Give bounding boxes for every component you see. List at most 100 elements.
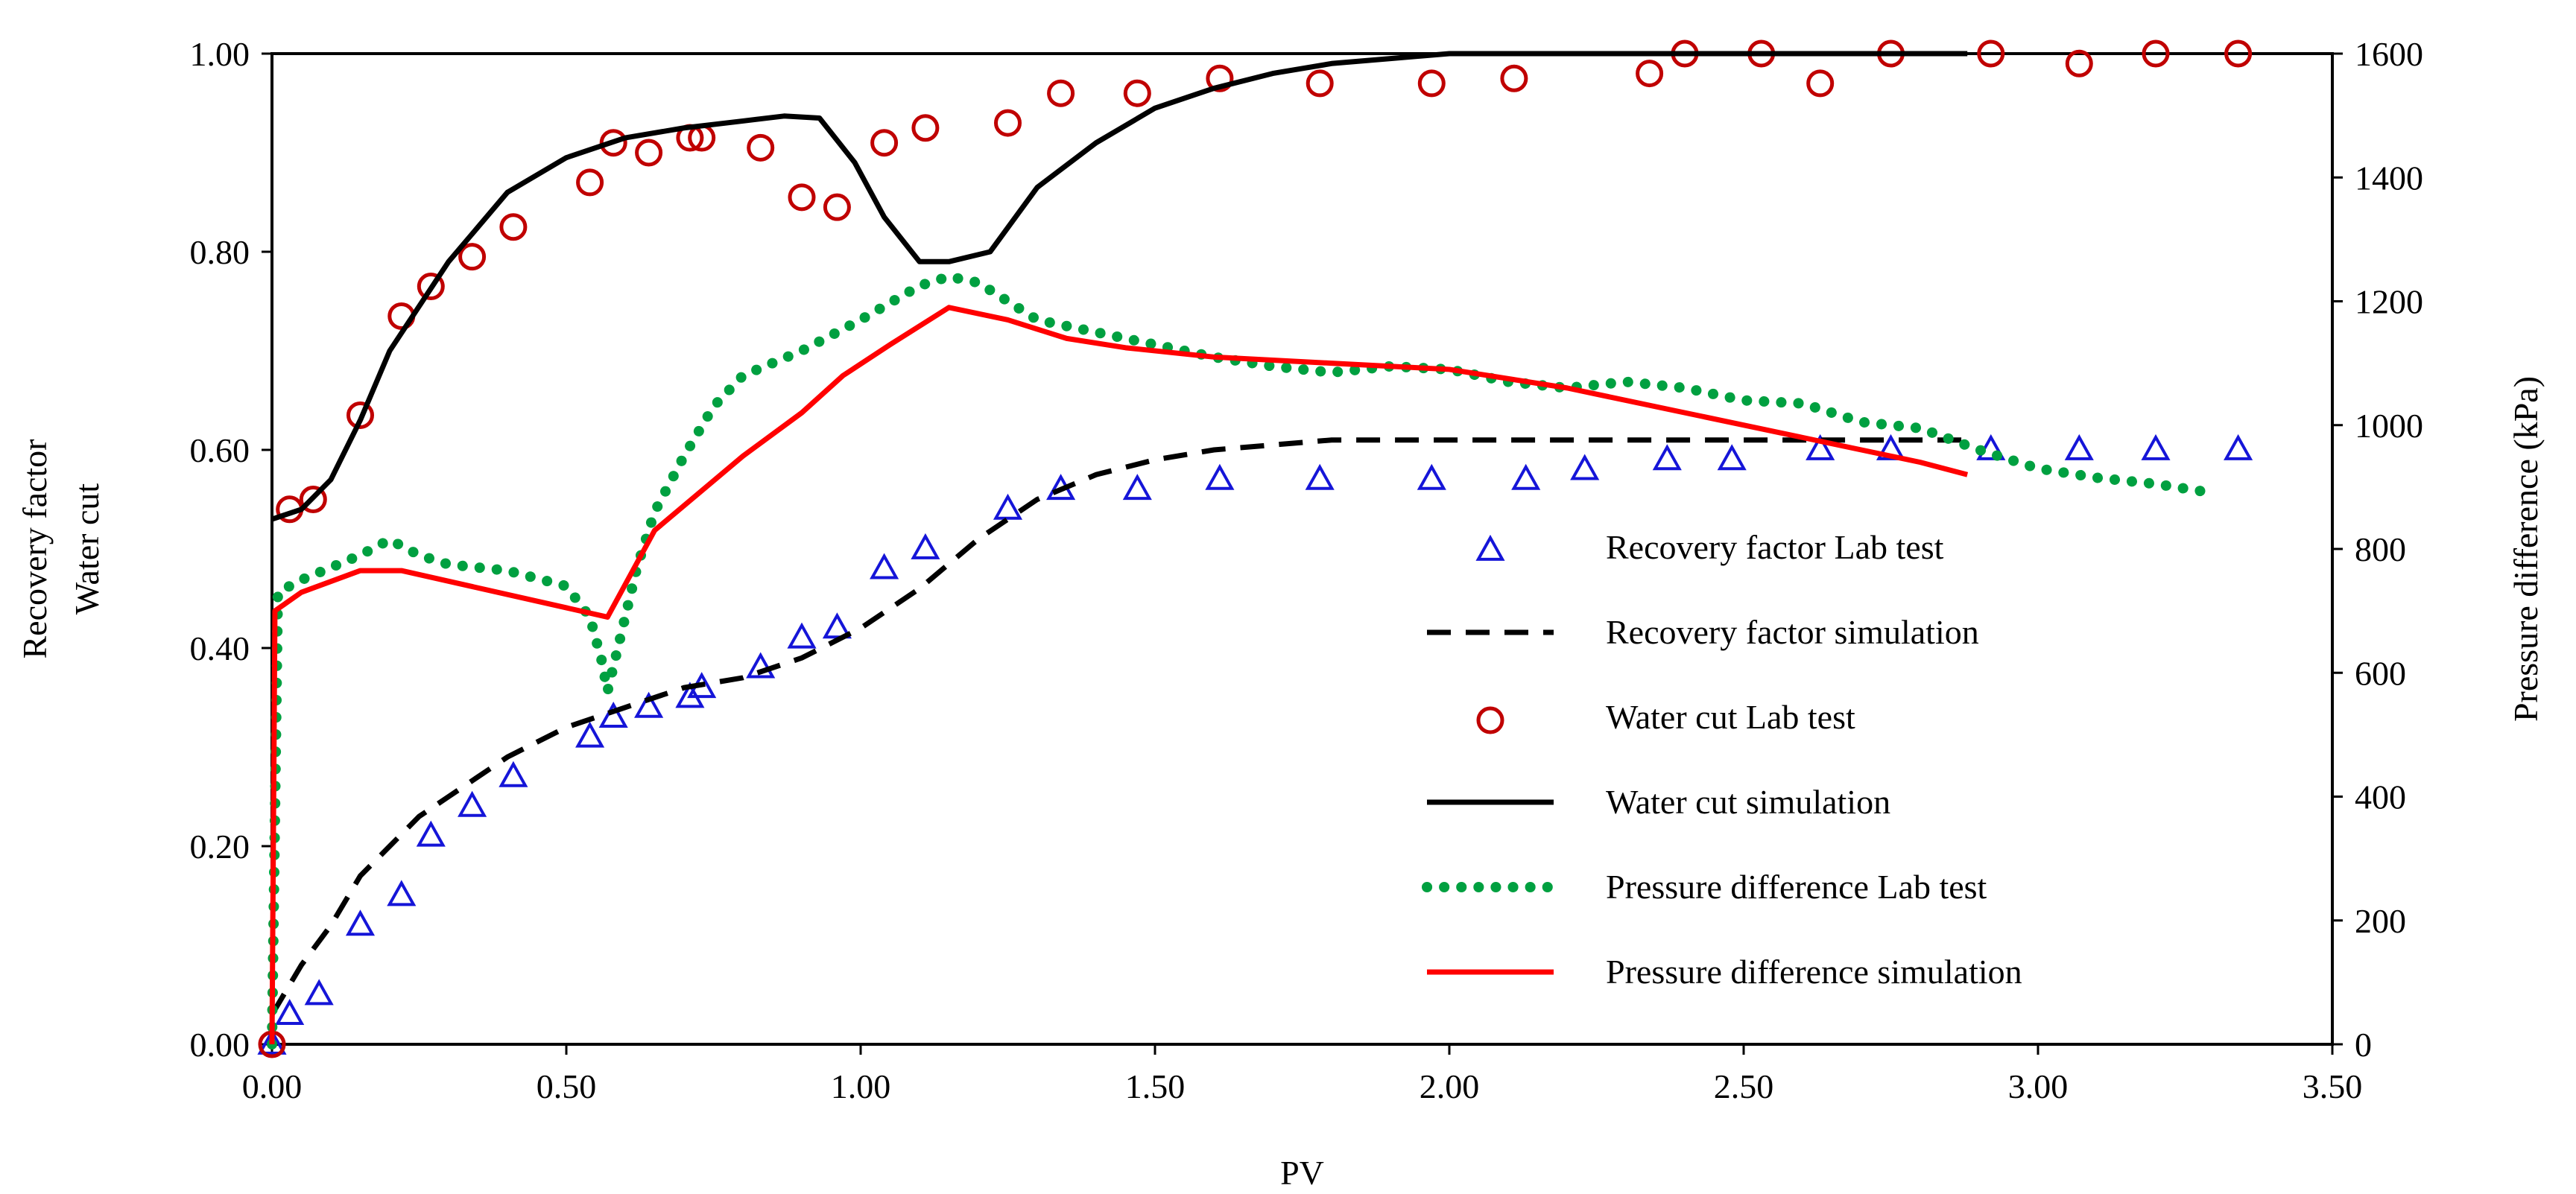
data-point-water-cut-lab-test bbox=[1977, 39, 2005, 68]
legend-marker-recovery-factor-lab-test bbox=[1475, 534, 1505, 561]
data-point-water-cut-lab-test bbox=[635, 139, 663, 167]
data-point-water-cut-lab-test bbox=[576, 168, 604, 197]
series bbox=[257, 39, 2253, 1058]
data-point-recovery-factor-lab-test bbox=[499, 760, 528, 787]
series-line-water-cut-simulation bbox=[270, 51, 1968, 522]
x-tick-label: 1.00 bbox=[831, 1067, 891, 1105]
x-axis-title: PV bbox=[1280, 1154, 1324, 1192]
data-point-recovery-factor-lab-test bbox=[993, 493, 1023, 520]
data-point-recovery-factor-lab-test bbox=[1570, 454, 1600, 480]
legend-label-water-cut-simulation: Water cut simulation bbox=[1606, 783, 1890, 821]
y2-tick-label: 1000 bbox=[2355, 407, 2423, 445]
data-point-water-cut-lab-test bbox=[1417, 69, 1446, 98]
data-point-recovery-factor-lab-test bbox=[870, 553, 899, 579]
data-point-water-cut-lab-test bbox=[417, 273, 445, 301]
data-point-water-cut-lab-test bbox=[747, 133, 775, 162]
data-point-recovery-factor-lab-test bbox=[822, 612, 852, 639]
series-line-pressure-difference-simulation bbox=[269, 305, 1969, 1045]
y2-tick-label: 800 bbox=[2355, 530, 2406, 568]
data-point-water-cut-lab-test bbox=[346, 401, 374, 429]
legend-label-pressure-difference-simulation: Pressure difference simulation bbox=[1606, 953, 2022, 991]
y2-tick-label: 200 bbox=[2355, 902, 2406, 940]
data-point-water-cut-lab-test bbox=[1636, 60, 1664, 88]
data-point-recovery-factor-lab-test bbox=[598, 702, 628, 728]
x-tick-label: 0.00 bbox=[242, 1067, 303, 1105]
y-tick-label: 0.00 bbox=[190, 1026, 250, 1064]
data-point-recovery-factor-lab-test bbox=[387, 880, 417, 906]
legend-label-recovery-factor-simulation: Recovery factor simulation bbox=[1606, 613, 1979, 651]
data-point-water-cut-lab-test bbox=[2065, 49, 2093, 77]
data-point-water-cut-lab-test bbox=[299, 486, 327, 513]
data-point-water-cut-lab-test bbox=[788, 183, 816, 212]
y-axis-title-line-2: Water cut bbox=[68, 483, 106, 615]
data-point-recovery-factor-lab-test bbox=[345, 909, 376, 936]
data-point-recovery-factor-lab-test bbox=[275, 999, 305, 1025]
x-tick-label: 0.50 bbox=[537, 1067, 597, 1105]
data-point-water-cut-lab-test bbox=[994, 109, 1022, 137]
y2-axis-title: Pressure difference (kPa) bbox=[2507, 376, 2545, 722]
data-point-recovery-factor-lab-test bbox=[458, 790, 487, 817]
legend: Recovery factor Lab test Recovery factor … bbox=[1422, 528, 2022, 991]
data-point-recovery-factor-lab-test bbox=[575, 721, 605, 748]
data-point-water-cut-lab-test bbox=[1123, 79, 1151, 107]
y-tick-label: 0.80 bbox=[190, 233, 250, 271]
x-tick-label: 3.00 bbox=[2008, 1067, 2069, 1105]
ticks: 0.00 0.50 1.00 1.50 2.00 2.50 3.00 3.50 0.00 0.20… bbox=[190, 35, 2424, 1105]
y-tick-label: 0.40 bbox=[190, 629, 250, 667]
data-point-water-cut-lab-test bbox=[823, 193, 851, 221]
data-point-recovery-factor-lab-test bbox=[1417, 463, 1446, 490]
y-tick-label: 0.60 bbox=[190, 431, 250, 469]
data-point-recovery-factor-lab-test bbox=[634, 691, 664, 718]
data-point-recovery-factor-lab-test bbox=[1806, 434, 1835, 460]
data-point-recovery-factor-lab-test bbox=[257, 1028, 287, 1055]
y2-tick-label: 1600 bbox=[2355, 35, 2423, 73]
data-point-water-cut-lab-test bbox=[1047, 79, 1075, 107]
data-point-recovery-factor-lab-test bbox=[911, 533, 940, 559]
data-point-water-cut-lab-test bbox=[599, 129, 627, 157]
y2-tick-label: 0 bbox=[2355, 1026, 2372, 1064]
y2-tick-label: 400 bbox=[2355, 778, 2406, 816]
data-point-water-cut-lab-test bbox=[2142, 39, 2170, 68]
data-point-water-cut-lab-test bbox=[2224, 39, 2253, 68]
series-line-pressure-difference-lab-test bbox=[267, 271, 2220, 1049]
data-point-water-cut-lab-test bbox=[870, 129, 899, 157]
data-point-recovery-factor-lab-test bbox=[416, 820, 446, 847]
data-point-recovery-factor-lab-test bbox=[2064, 434, 2094, 460]
x-tick-label: 2.50 bbox=[1714, 1067, 1774, 1105]
data-point-water-cut-lab-test bbox=[1306, 69, 1334, 98]
y2-tick-label: 600 bbox=[2355, 654, 2406, 692]
legend-label-water-cut-lab-test: Water cut Lab test bbox=[1606, 698, 1855, 736]
data-point-recovery-factor-lab-test bbox=[1652, 444, 1682, 471]
data-point-recovery-factor-lab-test bbox=[2224, 434, 2253, 460]
y2-tick-label: 1400 bbox=[2355, 159, 2423, 197]
y2-tick-label: 1200 bbox=[2355, 283, 2423, 321]
x-tick-label: 1.50 bbox=[1125, 1067, 1186, 1105]
series-line-recovery-factor-simulation bbox=[269, 437, 1968, 1016]
data-point-recovery-factor-lab-test bbox=[1876, 434, 1906, 460]
legend-label-recovery-factor-lab-test: Recovery factor Lab test bbox=[1606, 528, 1944, 566]
data-point-recovery-factor-lab-test bbox=[304, 979, 334, 1006]
data-point-water-cut-lab-test bbox=[1806, 69, 1835, 98]
y-tick-label: 1.00 bbox=[190, 35, 250, 73]
data-point-recovery-factor-lab-test bbox=[746, 652, 776, 679]
y-axis-title-line-1: Recovery factor bbox=[16, 439, 54, 658]
data-point-water-cut-lab-test bbox=[458, 243, 487, 271]
data-point-recovery-factor-lab-test bbox=[2141, 434, 2171, 460]
data-point-recovery-factor-lab-test bbox=[1205, 463, 1235, 490]
data-point-water-cut-lab-test bbox=[499, 213, 528, 241]
legend-marker-water-cut-lab-test bbox=[1476, 706, 1504, 734]
legend-label-pressure-difference-lab-test: Pressure difference Lab test bbox=[1606, 868, 1987, 906]
data-point-water-cut-lab-test bbox=[1500, 64, 1528, 92]
x-tick-label: 3.50 bbox=[2303, 1067, 2363, 1105]
y-tick-label: 0.20 bbox=[190, 828, 250, 866]
x-tick-label: 2.00 bbox=[1420, 1067, 1480, 1105]
data-point-recovery-factor-lab-test bbox=[1717, 444, 1747, 471]
data-point-recovery-factor-lab-test bbox=[1511, 463, 1541, 490]
data-point-water-cut-lab-test bbox=[1206, 64, 1234, 92]
data-point-recovery-factor-lab-test bbox=[1122, 474, 1152, 501]
data-point-recovery-factor-lab-test bbox=[787, 622, 817, 649]
data-point-water-cut-lab-test bbox=[911, 114, 940, 142]
plot-frame bbox=[270, 52, 2334, 1046]
data-point-recovery-factor-lab-test bbox=[1305, 463, 1335, 490]
